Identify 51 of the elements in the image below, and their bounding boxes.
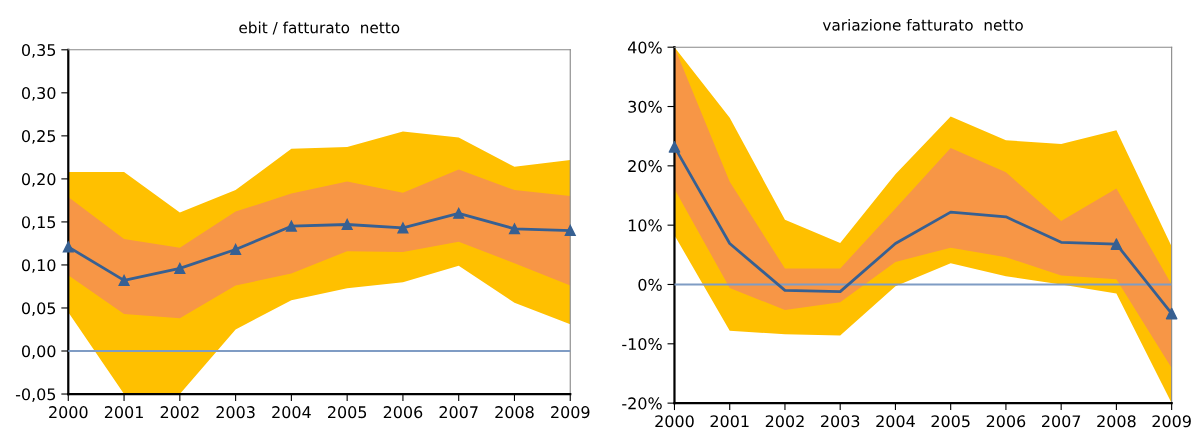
x-tick-label: 2007 bbox=[1042, 415, 1081, 428]
x-tick-label: 2003 bbox=[821, 415, 860, 428]
y-tick-label: 40% bbox=[627, 41, 662, 54]
point bbox=[508, 223, 521, 235]
x-tick-label: 2002 bbox=[160, 406, 199, 419]
y-tick-label: 0,05 bbox=[21, 302, 56, 316]
y-tick-label: -20% bbox=[622, 397, 662, 410]
x-tick-label: 2001 bbox=[710, 415, 749, 428]
x-tick-label: 2003 bbox=[216, 406, 255, 419]
point bbox=[230, 243, 242, 256]
x-tick-label: 2004 bbox=[272, 406, 311, 419]
point bbox=[118, 274, 130, 286]
y-tick-label: -10% bbox=[622, 338, 662, 351]
y-tick-label: 0% bbox=[638, 278, 662, 291]
y-tick-label: 0,00 bbox=[21, 345, 56, 359]
y-tick-label: 0,15 bbox=[21, 216, 56, 230]
point bbox=[285, 220, 297, 232]
point bbox=[1110, 238, 1123, 250]
point bbox=[668, 141, 681, 153]
x-tick-label: 2001 bbox=[104, 406, 143, 419]
point bbox=[341, 218, 353, 231]
point bbox=[397, 222, 409, 234]
point bbox=[62, 241, 74, 253]
y-tick-label: -0,05 bbox=[15, 388, 56, 402]
x-tick-label: 2000 bbox=[49, 406, 88, 419]
x-tick-label: 2002 bbox=[765, 415, 804, 428]
y-tick-label: 0,10 bbox=[21, 259, 56, 273]
point bbox=[1165, 307, 1178, 320]
point bbox=[174, 262, 186, 274]
x-tick-label: 2005 bbox=[931, 415, 970, 428]
y-tick-label: 0,30 bbox=[21, 87, 56, 101]
y-tick-label: 20% bbox=[628, 160, 662, 173]
x-tick-label: 2006 bbox=[986, 415, 1026, 428]
chart-title: variazione fatturato netto bbox=[822, 18, 1023, 31]
y-tick-label: 0,20 bbox=[21, 173, 56, 187]
x-tick-label: 2004 bbox=[876, 415, 915, 428]
x-tick-label: 2006 bbox=[383, 406, 423, 419]
point bbox=[453, 207, 465, 219]
x-tick-label: 2009 bbox=[551, 406, 590, 419]
y-tick-label: 30% bbox=[628, 100, 662, 113]
point bbox=[564, 224, 576, 237]
x-tick-label: 2005 bbox=[328, 406, 367, 419]
x-tick-label: 2007 bbox=[439, 406, 478, 419]
y-tick-label: 0,35 bbox=[21, 44, 56, 58]
y-tick-label: 0,25 bbox=[21, 130, 56, 144]
x-tick-label: 2008 bbox=[1097, 415, 1136, 428]
x-tick-label: 2009 bbox=[1152, 415, 1191, 428]
x-tick-label: 2000 bbox=[655, 415, 694, 428]
chart-title: ebit / fatturato netto bbox=[239, 21, 400, 35]
y-tick-label: 10% bbox=[628, 219, 662, 232]
x-tick-label: 2008 bbox=[495, 406, 534, 419]
